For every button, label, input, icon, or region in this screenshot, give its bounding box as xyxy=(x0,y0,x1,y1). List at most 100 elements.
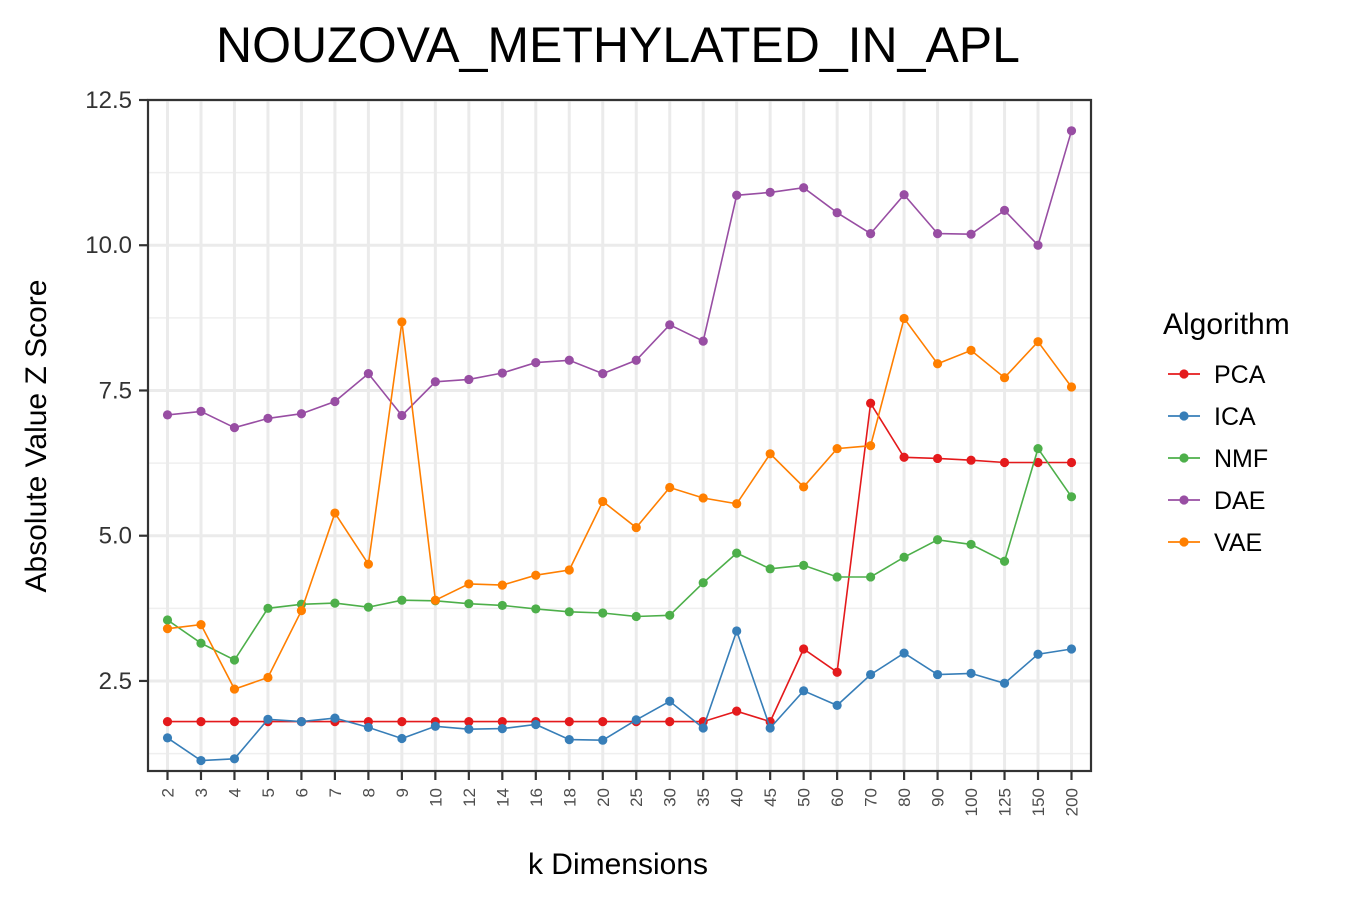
data-point-dae xyxy=(229,423,240,433)
data-point-vae xyxy=(363,559,373,569)
data-point-ica xyxy=(832,700,842,710)
data-point-vae xyxy=(866,441,876,451)
y-tick-label: 5.0 xyxy=(99,523,132,550)
x-tick-label: 6 xyxy=(292,788,311,797)
data-point-pca xyxy=(966,455,976,465)
data-point-dae xyxy=(799,183,809,193)
legend-key-point-vae xyxy=(1179,537,1189,547)
data-point-pca xyxy=(464,717,474,727)
data-point-ica xyxy=(196,755,206,766)
data-point-ica xyxy=(430,721,440,731)
x-tick-label: 4 xyxy=(225,788,244,797)
data-point-nmf xyxy=(799,560,809,570)
legend-key-point-pca xyxy=(1179,369,1189,379)
data-point-pca xyxy=(564,717,574,727)
legend: Algorithm PCA ICA NMF DAE VAE xyxy=(1163,308,1290,557)
data-point-pca xyxy=(162,717,173,727)
data-point-ica xyxy=(966,668,976,679)
data-point-nmf xyxy=(162,615,173,625)
data-point-ica xyxy=(330,713,340,723)
data-point-ica xyxy=(598,735,608,745)
data-point-pca xyxy=(832,667,842,677)
data-point-ica xyxy=(665,696,675,706)
data-point-vae xyxy=(397,317,407,327)
data-point-vae xyxy=(564,565,574,575)
data-point-pca xyxy=(397,717,407,727)
x-tick-label: 14 xyxy=(493,788,512,807)
data-point-nmf xyxy=(464,599,474,609)
data-point-ica xyxy=(263,714,273,724)
data-point-vae xyxy=(263,672,273,683)
x-tick-label: 10 xyxy=(426,788,445,807)
data-point-vae xyxy=(162,624,173,634)
x-tick-label: 150 xyxy=(1029,788,1048,816)
data-point-nmf xyxy=(698,578,708,588)
data-point-nmf xyxy=(899,552,909,562)
data-point-dae xyxy=(430,377,440,387)
grid-lines xyxy=(148,98,1091,771)
data-point-nmf xyxy=(1033,443,1043,454)
data-point-vae xyxy=(999,373,1010,383)
x-tick-label: 30 xyxy=(661,788,680,807)
data-point-vae xyxy=(631,522,641,533)
data-point-vae xyxy=(665,482,675,493)
data-point-nmf xyxy=(363,602,373,612)
data-point-ica xyxy=(932,669,943,680)
data-point-ica xyxy=(531,719,541,730)
data-point-ica xyxy=(296,717,307,727)
data-point-vae xyxy=(799,482,809,492)
x-tick-label: 50 xyxy=(795,788,814,807)
data-point-dae xyxy=(330,396,340,407)
data-point-ica xyxy=(866,669,876,680)
x-tick-label: 20 xyxy=(594,788,613,807)
data-point-ica xyxy=(765,723,775,733)
x-tick-label: 45 xyxy=(761,788,780,807)
x-tick-label: 60 xyxy=(828,788,847,807)
data-point-vae xyxy=(899,313,909,324)
data-point-nmf xyxy=(229,655,240,665)
data-point-ica xyxy=(698,723,708,733)
x-tick-label: 70 xyxy=(862,788,881,807)
data-point-vae xyxy=(966,345,976,355)
data-point-vae xyxy=(464,579,474,589)
data-point-nmf xyxy=(832,572,842,582)
data-point-pca xyxy=(866,398,876,408)
data-point-vae xyxy=(330,508,340,518)
data-point-vae xyxy=(598,496,608,507)
plot-panel-border xyxy=(146,98,1093,773)
data-point-dae xyxy=(531,357,541,368)
legend-label-pca: PCA xyxy=(1214,361,1266,389)
series-line-nmf xyxy=(167,446,1073,662)
data-point-dae xyxy=(665,320,675,330)
data-point-pca xyxy=(932,453,943,464)
legend-label-vae: VAE xyxy=(1214,529,1262,557)
data-point-pca xyxy=(229,717,240,727)
data-point-dae xyxy=(1066,126,1077,136)
data-point-vae xyxy=(1066,382,1077,392)
x-tick-label: 8 xyxy=(359,788,378,797)
data-point-dae xyxy=(866,229,876,239)
series-line-pca xyxy=(167,400,1072,723)
data-point-dae xyxy=(966,229,976,239)
data-point-dae xyxy=(397,410,407,421)
data-point-dae xyxy=(564,355,574,365)
y-tick-label: 12.5 xyxy=(85,87,132,114)
data-point-dae xyxy=(899,190,909,200)
data-point-ica xyxy=(229,754,240,764)
data-point-nmf xyxy=(564,607,574,617)
data-point-nmf xyxy=(631,611,641,622)
x-axis: 2 3 4 5 6 7 8 9 10 12 14 16 18 20 25 30 35 40 45 50 60 70 80 90… xyxy=(159,771,1082,816)
data-point-dae xyxy=(631,355,641,365)
y-tick-label: 2.5 xyxy=(99,668,132,695)
x-tick-label: 12 xyxy=(460,788,479,807)
y-axis-title: Absolute Value Z Score xyxy=(20,280,53,593)
data-point-vae xyxy=(832,443,842,454)
x-tick-label: 9 xyxy=(393,788,412,797)
legend-key-point-ica xyxy=(1179,411,1189,421)
data-point-vae xyxy=(497,580,507,590)
data-point-pca xyxy=(497,717,507,727)
x-tick-label: 3 xyxy=(192,788,211,797)
data-point-pca xyxy=(899,452,909,462)
x-tick-label: 100 xyxy=(962,788,981,816)
